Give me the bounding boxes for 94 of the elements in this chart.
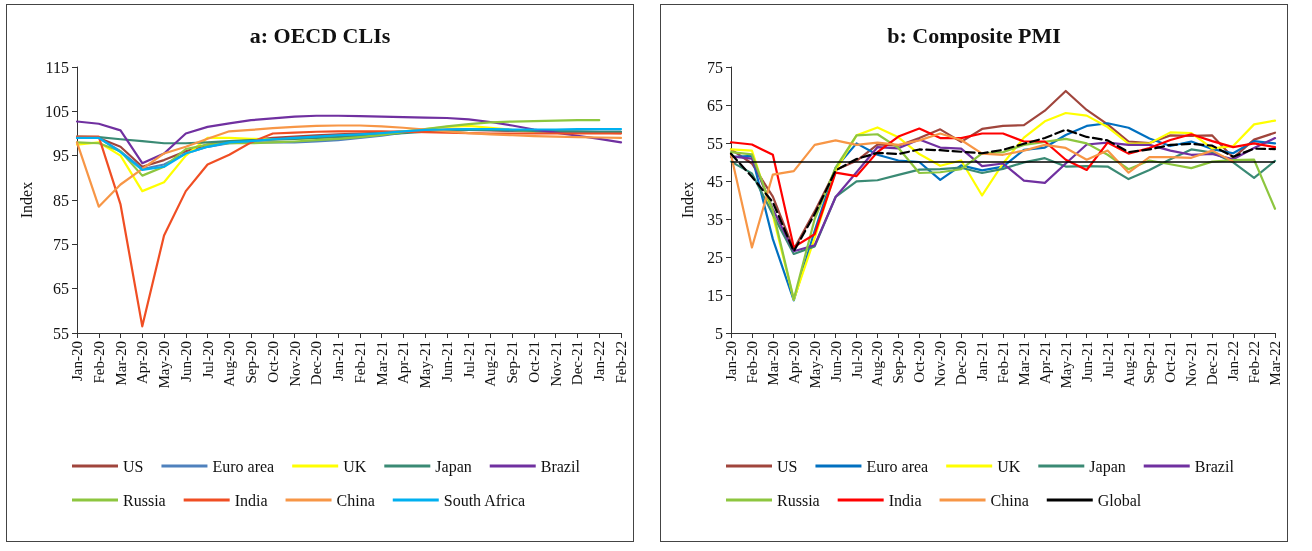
- legend-label: Russia: [123, 491, 166, 509]
- x-tick-label: Mar-20: [112, 341, 129, 386]
- x-tick-label: Oct-21: [525, 341, 542, 383]
- x-tick-label: Jul-21: [1099, 341, 1116, 379]
- y-tick-label: 65: [707, 96, 723, 114]
- legend-label: Japan: [435, 457, 472, 476]
- x-tick-label: Sep-21: [504, 341, 521, 384]
- x-tick-label: Jun-20: [177, 341, 194, 382]
- x-tick-label: Sep-20: [243, 341, 260, 384]
- legend-label: Brazil: [1194, 457, 1235, 475]
- legend-label: Russia: [777, 491, 820, 509]
- legend-label: US: [123, 457, 144, 475]
- legend-label: Euro area: [212, 457, 275, 475]
- legend-label: South Africa: [443, 491, 526, 509]
- x-tick-label: Nov-21: [1183, 341, 1200, 387]
- line-series: [75, 119, 601, 177]
- x-tick-label: Feb-21: [995, 341, 1011, 384]
- x-tick-label: Jul-20: [848, 341, 865, 379]
- legend-label: UK: [343, 457, 367, 475]
- x-tick-label: Feb-20: [743, 341, 760, 384]
- line-series: [75, 130, 623, 328]
- legend-label: Japan: [1089, 457, 1126, 476]
- legend-label: US: [777, 457, 798, 475]
- x-tick-label: Mar-22: [1267, 341, 1283, 386]
- y-tick-label: 65: [53, 280, 69, 298]
- line-series: [75, 124, 623, 208]
- y-tick-label: 105: [45, 102, 69, 120]
- x-tick-label: Dec-21: [1204, 341, 1221, 386]
- x-tick-label: Jan-20: [723, 341, 739, 381]
- y-tick-label: 35: [707, 210, 723, 228]
- legend-label: China: [990, 491, 1029, 509]
- x-tick-label: Jun-21: [438, 341, 455, 382]
- y-tick-label: 75: [53, 235, 69, 253]
- x-tick-label: Jul-21: [460, 341, 477, 379]
- y-axis-title: Index: [17, 181, 35, 219]
- x-tick-label: Dec-20: [953, 341, 970, 386]
- y-tick-label: 15: [707, 286, 723, 304]
- x-tick-label: Nov-20: [286, 341, 303, 387]
- chart-title: a: OECD CLIs: [249, 22, 391, 48]
- x-tick-label: May-21: [1057, 341, 1074, 389]
- x-tick-label: Aug-20: [221, 341, 238, 387]
- x-tick-label: Oct-20: [911, 341, 928, 383]
- legend-label: UK: [997, 457, 1021, 475]
- x-tick-label: Jun-20: [827, 341, 844, 382]
- x-tick-label: Sep-20: [890, 341, 907, 384]
- y-tick-label: 45: [707, 172, 723, 190]
- x-tick-label: Jan-22: [1225, 341, 1242, 381]
- x-tick-label: Sep-21: [1141, 341, 1158, 384]
- x-tick-label: Feb-22: [1246, 341, 1263, 384]
- x-tick-label: Jun-21: [1078, 341, 1095, 382]
- legend-label: Global: [1097, 491, 1142, 509]
- line-series: [75, 114, 623, 165]
- x-tick-label: Aug-21: [1120, 341, 1137, 387]
- x-tick-label: Aug-20: [869, 341, 886, 387]
- y-axis-title: Index: [678, 181, 696, 219]
- x-tick-label: Apr-20: [785, 341, 802, 385]
- x-tick-label: Nov-21: [547, 341, 564, 387]
- x-tick-label: Mar-21: [1015, 341, 1032, 386]
- y-tick-label: 95: [53, 147, 69, 165]
- legend-label: India: [234, 491, 268, 509]
- x-tick-label: Jul-20: [199, 341, 216, 379]
- y-tick-label: 75: [707, 58, 723, 76]
- y-tick-label: 55: [53, 324, 69, 342]
- x-tick-label: Aug-21: [482, 341, 499, 387]
- x-tick-label: Oct-21: [1162, 341, 1179, 383]
- x-tick-label: Feb-21: [351, 341, 368, 384]
- x-tick-label: Mar-20: [764, 341, 781, 386]
- y-tick-label: 55: [707, 134, 723, 152]
- x-tick-label: May-21: [417, 341, 434, 389]
- x-tick-label: Mar-21: [373, 341, 390, 386]
- y-tick-label: 5: [715, 324, 723, 342]
- legend-label: Brazil: [540, 457, 581, 475]
- y-tick-label: 85: [53, 191, 69, 209]
- x-tick-label: Jan-20: [69, 341, 85, 381]
- x-tick-label: May-20: [156, 341, 173, 389]
- y-tick-label: 115: [45, 58, 69, 76]
- x-tick-label: Jan-21: [330, 341, 347, 381]
- x-tick-label: Feb-20: [90, 341, 107, 384]
- x-tick-label: Dec-20: [308, 341, 325, 386]
- x-tick-label: Jan-22: [591, 341, 608, 381]
- x-tick-label: Apr-20: [134, 341, 151, 385]
- x-tick-label: May-20: [806, 341, 823, 389]
- legend-label: China: [336, 491, 375, 509]
- legend-label: India: [888, 491, 922, 509]
- chart-title: b: Composite PMI: [887, 22, 1061, 48]
- x-tick-label: Apr-21: [395, 341, 412, 385]
- y-tick-label: 25: [707, 248, 723, 266]
- legend-label: Euro area: [866, 457, 929, 475]
- x-tick-label: Dec-21: [569, 341, 586, 386]
- x-tick-label: Feb-22: [613, 341, 629, 384]
- x-tick-label: Jan-21: [974, 341, 991, 381]
- x-tick-label: Nov-20: [932, 341, 949, 387]
- x-tick-label: Apr-21: [1036, 341, 1053, 385]
- x-tick-label: Oct-20: [264, 341, 281, 383]
